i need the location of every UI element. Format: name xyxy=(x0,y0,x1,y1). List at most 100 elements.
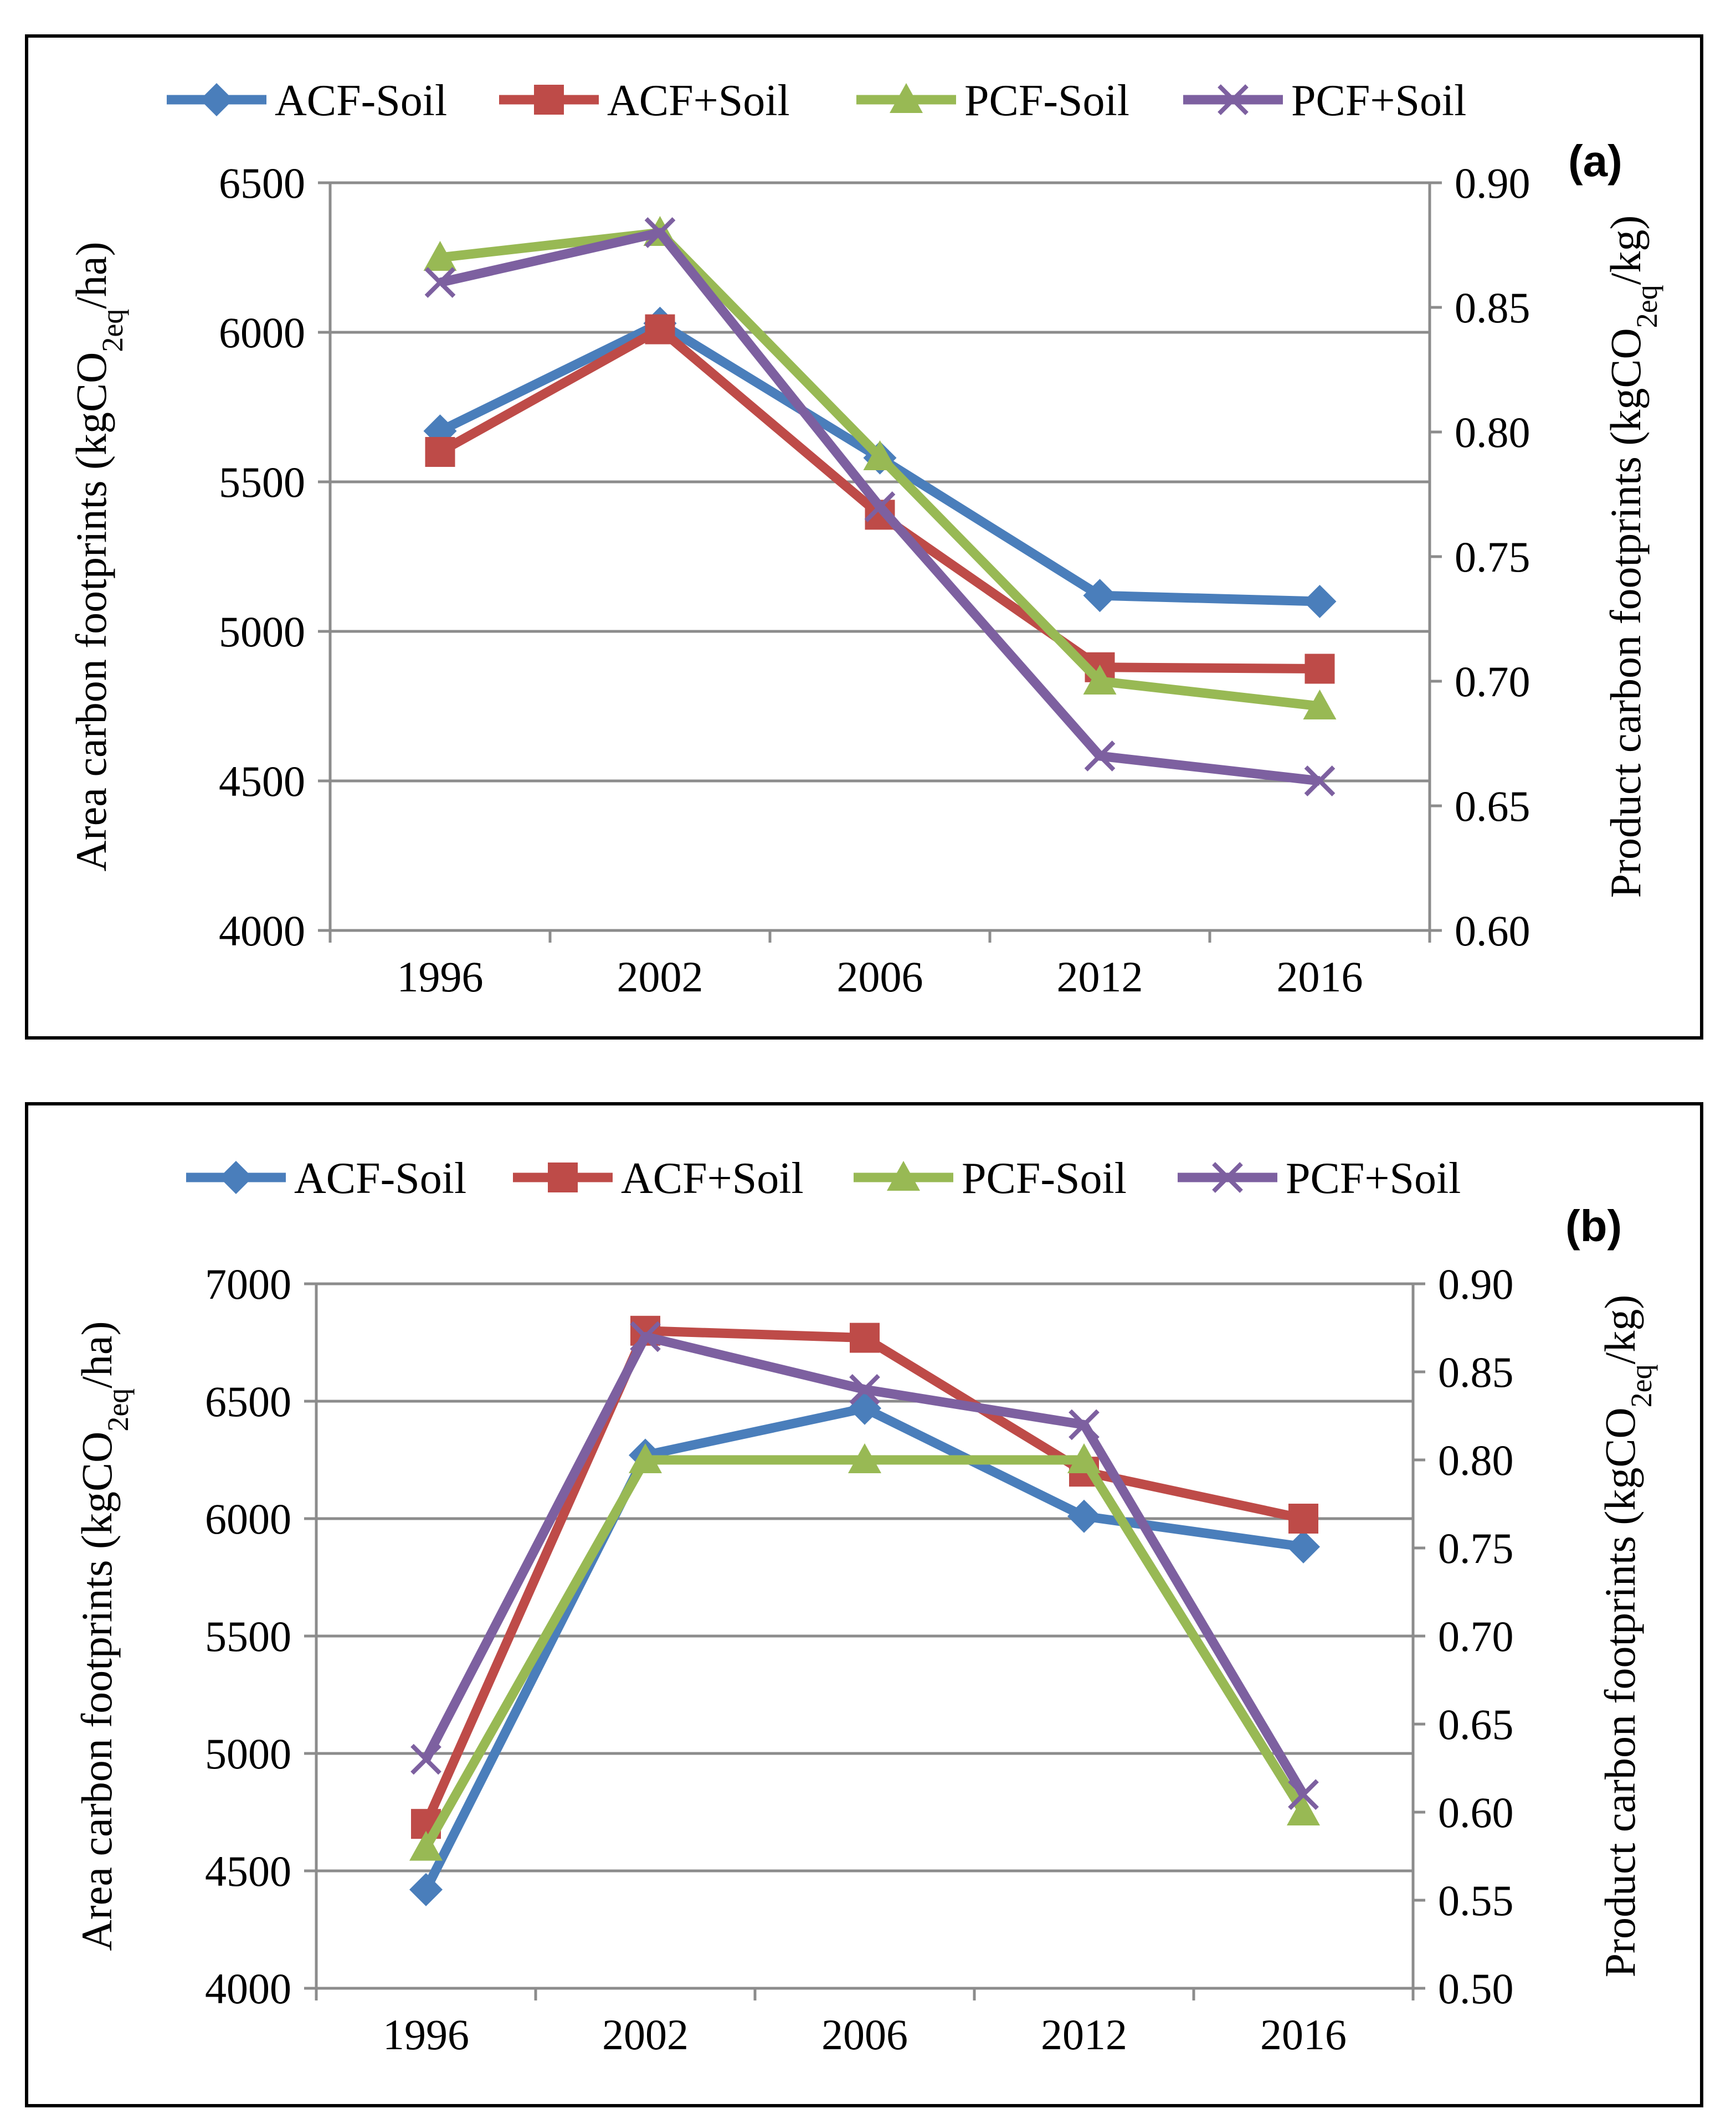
data-point xyxy=(864,491,896,522)
y2-tick-label: 0.60 xyxy=(1438,1788,1514,1837)
data-point xyxy=(423,241,457,271)
y2-tick-label: 0.80 xyxy=(1455,408,1530,456)
data-point xyxy=(1069,1409,1100,1441)
y-axis-title: Area carbon footprints (kgCO2eq/ha) xyxy=(73,1321,135,1951)
data-point xyxy=(1067,1499,1101,1533)
x-tick-label: 2006 xyxy=(821,2010,908,2059)
data-point xyxy=(1084,740,1116,771)
data-point xyxy=(1303,690,1337,719)
y2-tick-label: 0.70 xyxy=(1438,1612,1514,1660)
y-tick-label: 7000 xyxy=(205,1260,291,1308)
y2-tick-label: 0.80 xyxy=(1438,1436,1514,1484)
data-point xyxy=(863,440,897,470)
legend-label: PCF-Soil xyxy=(962,1154,1127,1203)
data-point xyxy=(1287,1796,1320,1825)
data-point xyxy=(425,437,455,467)
data-point xyxy=(629,1443,662,1473)
y2-tick-label: 0.75 xyxy=(1438,1524,1514,1572)
chart-panel-a: 4000 4500 5000 5500 6000 6500 0.60 0.65 0.70 0.75… xyxy=(25,34,1703,1040)
data-point xyxy=(1288,1504,1318,1534)
legend: ACF-Soil ACF+Soil PCF-Soil PCF+Soil xyxy=(167,76,1466,125)
data-point xyxy=(630,1321,661,1352)
y2-tick-label: 0.90 xyxy=(1438,1260,1514,1308)
x-tick-label: 2006 xyxy=(837,953,923,1001)
y-tick-label: 5500 xyxy=(219,458,305,506)
legend-label: PCF+Soil xyxy=(1286,1154,1461,1203)
x-tick-label: 2016 xyxy=(1260,2010,1347,2059)
panel-label: (b) xyxy=(1565,1201,1622,1251)
y2-tick-label: 0.55 xyxy=(1438,1876,1514,1925)
y2-tick-label: 0.65 xyxy=(1438,1700,1514,1748)
y2-tick-label: 0.70 xyxy=(1455,657,1530,706)
legend-item: ACF-Soil xyxy=(186,1154,466,1203)
y2-tick-label: 0.85 xyxy=(1438,1348,1514,1396)
x-tick-label: 2002 xyxy=(602,2010,689,2059)
panel-label: (a) xyxy=(1568,136,1622,186)
y2-tick-label: 0.50 xyxy=(1438,1964,1514,2013)
legend-label: ACF+Soil xyxy=(621,1154,804,1203)
series-line xyxy=(422,1403,1304,1892)
legend-marker xyxy=(1218,84,1249,115)
y-axis-title: Area carbon footprints (kgCO2eq/ha) xyxy=(67,241,129,871)
legend-item: ACF+Soil xyxy=(499,76,790,125)
x-tick-label: 2012 xyxy=(1041,2010,1127,2059)
y2-tick-label: 0.90 xyxy=(1455,159,1530,207)
series-PCF-Soil xyxy=(409,1443,1320,1861)
x-tick-label: 2002 xyxy=(617,953,703,1001)
y-tick-label: 5000 xyxy=(205,1730,291,1778)
chart-b: 4000 4500 5000 5500 6000 6500 7000 0.50 0.55 0.60… xyxy=(73,1154,1658,2059)
y-tick-label: 4500 xyxy=(205,1847,291,1895)
legend-item: PCF+Soil xyxy=(1178,1154,1461,1203)
data-point xyxy=(409,1873,443,1906)
y-tick-label: 5500 xyxy=(205,1612,291,1660)
legend-marker xyxy=(200,83,233,116)
data-point xyxy=(410,1743,441,1775)
legend-label: ACF-Soil xyxy=(275,76,447,125)
data-point xyxy=(1083,579,1117,613)
data-point xyxy=(1304,765,1336,796)
y-tick-label: 6500 xyxy=(219,159,305,207)
series-line xyxy=(438,325,1320,673)
legend-label: ACF+Soil xyxy=(607,76,790,125)
legend-marker xyxy=(219,1161,253,1194)
data-point xyxy=(849,1374,880,1405)
legend-marker xyxy=(890,83,923,113)
series-ACF+Soil xyxy=(425,314,1335,684)
chart-a: 4000 4500 5000 5500 6000 6500 0.60 0.65 0.70 0.75… xyxy=(67,76,1663,1001)
data-point xyxy=(848,1391,881,1425)
legend: ACF-Soil ACF+Soil PCF-Soil PCF+Soil xyxy=(186,1154,1461,1203)
x-tick-label: 1996 xyxy=(383,2010,469,2059)
y-tick-label: 4000 xyxy=(205,1964,291,2013)
series-PCF+Soil xyxy=(410,1321,1319,1810)
x-tick-label: 1996 xyxy=(397,953,484,1001)
legend-label: PCF+Soil xyxy=(1291,76,1466,125)
series-ACF+Soil xyxy=(411,1315,1318,1839)
legend-item: ACF+Soil xyxy=(513,1154,804,1203)
data-point xyxy=(850,1323,880,1353)
legend-marker xyxy=(1212,1162,1243,1193)
data-point xyxy=(848,1443,881,1473)
data-point xyxy=(1303,585,1337,618)
y2-tick-label: 0.60 xyxy=(1455,907,1530,955)
y-tick-label: 4000 xyxy=(219,907,305,955)
y2-tick-label: 0.75 xyxy=(1455,533,1530,581)
data-point xyxy=(1288,1779,1319,1810)
y-tick-label: 5000 xyxy=(219,608,305,656)
y-tick-label: 4500 xyxy=(219,757,305,805)
y-tick-label: 6500 xyxy=(205,1377,291,1426)
data-point xyxy=(1287,1530,1320,1563)
legend-item: PCF-Soil xyxy=(856,76,1129,125)
series-PCF+Soil xyxy=(424,217,1336,796)
y-tick-label: 6000 xyxy=(205,1495,291,1543)
x-tick-label: 2016 xyxy=(1277,953,1363,1001)
data-point xyxy=(424,267,456,298)
legend-marker xyxy=(534,85,564,115)
data-point xyxy=(645,314,675,344)
legend-marker xyxy=(548,1163,578,1192)
data-point xyxy=(409,1830,443,1861)
legend-item: ACF-Soil xyxy=(167,76,447,125)
chart-panel-b: 4000 4500 5000 5500 6000 6500 7000 0.50 0.55 0.60… xyxy=(25,1102,1703,2107)
legend-item: PCF-Soil xyxy=(854,1154,1127,1203)
data-point xyxy=(1304,654,1335,684)
legend-marker xyxy=(887,1161,920,1191)
